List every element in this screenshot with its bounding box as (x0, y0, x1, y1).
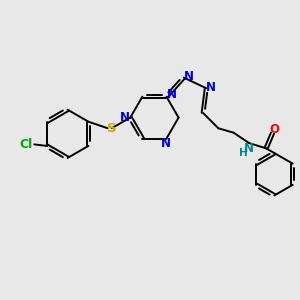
Text: N: N (206, 81, 216, 94)
Text: H: H (239, 148, 248, 158)
Text: S: S (107, 122, 116, 135)
Text: N: N (183, 70, 194, 83)
Text: N: N (161, 137, 171, 150)
Text: N: N (120, 110, 130, 124)
Text: N: N (167, 88, 177, 101)
Text: Cl: Cl (20, 138, 33, 151)
Text: O: O (269, 123, 279, 136)
Text: N: N (243, 142, 254, 155)
